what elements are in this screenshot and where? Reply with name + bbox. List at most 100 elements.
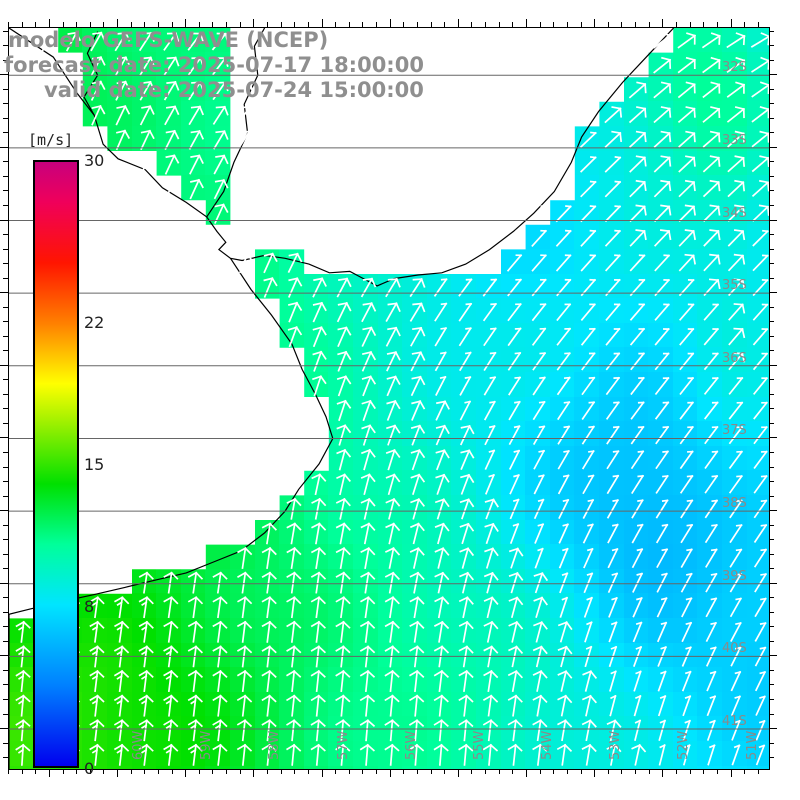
- wind-barb: [726, 56, 746, 73]
- wind-barb: [138, 645, 154, 668]
- wind-barb: [188, 130, 205, 150]
- wind-barb: [310, 547, 327, 569]
- wind-barb: [605, 376, 621, 396]
- wind-barb: [261, 620, 277, 643]
- wind-barb: [15, 719, 31, 742]
- wind-barb: [335, 596, 351, 619]
- map-plot-area: [9, 28, 769, 769]
- wind-barb: [656, 548, 669, 569]
- wind-barb: [236, 694, 253, 717]
- wind-barb: [508, 621, 524, 643]
- wind-barb: [139, 56, 155, 76]
- wind-barb: [408, 719, 425, 742]
- colorbar-tick-8: 8: [84, 596, 95, 616]
- wind-barb: [15, 669, 31, 693]
- wind-barb: [534, 523, 545, 544]
- wind-barb: [557, 719, 573, 742]
- wind-barb: [533, 621, 548, 643]
- wind-barb: [262, 154, 278, 175]
- wind-barb: [484, 547, 499, 569]
- wind-barb: [508, 572, 524, 594]
- wind-barb: [753, 499, 768, 519]
- wind-barb: [606, 743, 622, 766]
- wind-barb: [581, 352, 596, 371]
- wind-barb: [606, 450, 620, 470]
- wind-barb: [533, 498, 545, 520]
- wind-barb: [336, 424, 352, 446]
- wind-barb: [606, 499, 619, 519]
- wind-barb: [531, 229, 548, 248]
- wind-barb: [533, 572, 549, 594]
- wind-barb: [89, 620, 105, 643]
- wind-barb: [634, 719, 642, 742]
- wind-barb: [754, 597, 767, 618]
- lon-label-51W: 51W: [744, 730, 760, 760]
- lat-label-33S: 33S: [722, 132, 747, 148]
- wind-barb: [433, 743, 449, 766]
- wind-barb: [212, 694, 228, 717]
- wind-barb: [138, 32, 155, 52]
- wind-barb: [434, 596, 450, 619]
- wind-barb: [727, 130, 745, 148]
- wind-barb: [653, 179, 672, 198]
- wind-barb: [459, 498, 475, 520]
- wind-barb: [407, 81, 426, 99]
- wind-barb: [679, 401, 694, 420]
- wind-barb: [360, 473, 376, 496]
- wind-barb: [187, 32, 205, 51]
- wind-barb: [214, 203, 229, 224]
- wind-barb: [384, 719, 400, 742]
- wind-barb: [653, 229, 672, 247]
- wind-barb: [581, 401, 596, 420]
- wind-barb: [679, 474, 694, 494]
- wind-barb: [310, 694, 326, 717]
- wind-barb: [187, 56, 205, 76]
- wind-barb: [556, 327, 572, 346]
- wind-barb: [507, 743, 523, 766]
- wind-barb: [606, 474, 620, 495]
- wind-barb: [681, 670, 692, 692]
- wind-barb: [755, 719, 766, 741]
- wind-barb: [384, 547, 401, 569]
- wind-barb: [459, 376, 472, 396]
- wind-barb: [727, 229, 746, 247]
- wind-barb: [680, 572, 693, 593]
- wind-barb: [581, 450, 595, 470]
- wind-barb: [532, 400, 546, 421]
- wind-barb: [481, 57, 499, 75]
- wind-barb: [703, 327, 719, 346]
- wind-barb: [236, 743, 253, 766]
- wind-barb: [653, 130, 672, 148]
- wind-barb: [410, 498, 425, 520]
- wind-barb: [286, 203, 303, 224]
- wind-barb: [384, 669, 400, 693]
- wind-barb: [558, 498, 570, 520]
- wind-barb: [679, 327, 695, 346]
- lon-label-54W: 54W: [540, 730, 556, 760]
- wind-barb: [583, 572, 594, 594]
- wind-barb: [507, 694, 523, 717]
- wind-barb: [163, 719, 179, 742]
- lat-label-37S: 37S: [722, 423, 747, 439]
- wind-barb: [360, 522, 376, 545]
- wind-barb: [604, 254, 621, 272]
- wind-barb: [481, 33, 499, 50]
- wind-barb: [507, 351, 522, 371]
- wind-barb: [658, 719, 667, 741]
- wind-barb: [238, 252, 254, 274]
- wind-barb: [115, 80, 131, 101]
- wind-barb: [212, 105, 229, 125]
- wind-barb: [630, 352, 645, 371]
- coastline-north: [9, 28, 675, 287]
- wind-barb: [410, 449, 426, 471]
- wind-barb: [753, 524, 768, 543]
- wind-barb: [456, 57, 475, 75]
- wind-barb: [605, 278, 621, 297]
- axis-ticks-right: [769, 27, 777, 768]
- wind-barb: [309, 32, 327, 50]
- wind-barb: [678, 155, 696, 173]
- wind-barb: [261, 694, 277, 717]
- wind-barb: [286, 669, 302, 693]
- wind-barb: [236, 669, 253, 693]
- wind-barb: [211, 32, 229, 51]
